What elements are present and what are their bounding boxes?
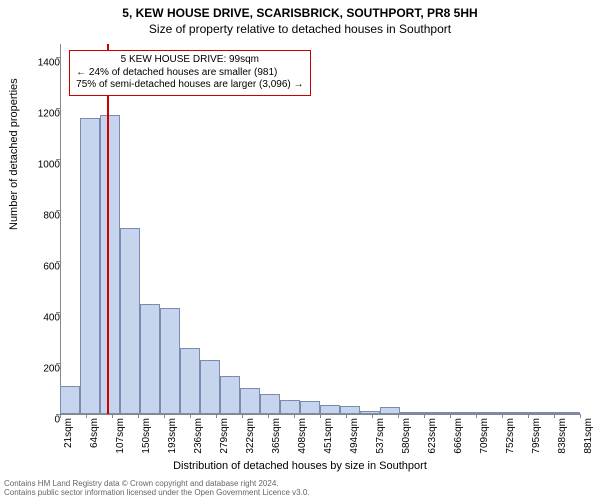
info-line-2: ← 24% of detached houses are smaller (98… bbox=[76, 67, 303, 80]
histogram-bar bbox=[120, 228, 140, 414]
histogram-bar bbox=[100, 115, 120, 414]
histogram-bar bbox=[160, 308, 180, 414]
y-tick-label: 1000 bbox=[24, 159, 60, 170]
y-tick-label: 800 bbox=[24, 210, 60, 221]
histogram-bar bbox=[140, 304, 160, 414]
chart-title-2: Size of property relative to detached ho… bbox=[0, 20, 600, 36]
x-tick-label: 193sqm bbox=[167, 418, 178, 454]
x-tick-label: 537sqm bbox=[375, 418, 386, 454]
x-tick-label: 795sqm bbox=[531, 418, 542, 454]
x-tick-label: 838sqm bbox=[557, 418, 568, 454]
info-box: 5 KEW HOUSE DRIVE: 99sqm ← 24% of detach… bbox=[69, 50, 310, 96]
histogram-bar bbox=[200, 360, 220, 414]
footer-text: Contains HM Land Registry data © Crown c… bbox=[4, 480, 310, 498]
x-tick-label: 236sqm bbox=[193, 418, 204, 454]
x-tick-label: 107sqm bbox=[115, 418, 126, 454]
chart-title-1: 5, KEW HOUSE DRIVE, SCARISBRICK, SOUTHPO… bbox=[0, 0, 600, 20]
histogram-bar bbox=[60, 386, 80, 414]
histogram-bar bbox=[320, 405, 340, 414]
y-tick-label: 200 bbox=[24, 363, 60, 374]
x-tick-label: 752sqm bbox=[505, 418, 516, 454]
x-tick-label: 580sqm bbox=[401, 418, 412, 454]
x-tick-label: 150sqm bbox=[141, 418, 152, 454]
x-tick-label: 709sqm bbox=[479, 418, 490, 454]
y-tick-label: 600 bbox=[24, 261, 60, 272]
x-tick-label: 623sqm bbox=[427, 418, 438, 454]
chart-plot-area: 5 KEW HOUSE DRIVE: 99sqm ← 24% of detach… bbox=[60, 44, 580, 414]
y-tick-label: 1400 bbox=[24, 57, 60, 68]
x-tick-label: 365sqm bbox=[271, 418, 282, 454]
y-axis-label: Number of detached properties bbox=[8, 78, 20, 230]
x-tick-label: 494sqm bbox=[349, 418, 360, 454]
x-tick-label: 408sqm bbox=[297, 418, 308, 454]
info-line-1: 5 KEW HOUSE DRIVE: 99sqm bbox=[76, 54, 303, 67]
histogram-bar bbox=[300, 401, 320, 414]
x-tick-label: 279sqm bbox=[219, 418, 230, 454]
x-tick-label: 881sqm bbox=[583, 418, 594, 454]
histogram-bar bbox=[220, 376, 240, 414]
x-tick-label: 64sqm bbox=[89, 418, 100, 448]
info-line-3: 75% of semi-detached houses are larger (… bbox=[76, 79, 303, 92]
x-tick-label: 666sqm bbox=[453, 418, 464, 454]
histogram-bar bbox=[80, 118, 100, 414]
histogram-bar bbox=[380, 407, 400, 414]
y-tick-label: 1200 bbox=[24, 108, 60, 119]
x-axis-label: Distribution of detached houses by size … bbox=[0, 460, 600, 472]
x-tick-label: 322sqm bbox=[245, 418, 256, 454]
histogram-bar bbox=[260, 394, 280, 414]
x-tick-label: 451sqm bbox=[323, 418, 334, 454]
histogram-bar bbox=[280, 400, 300, 414]
x-tick-label: 21sqm bbox=[63, 418, 74, 448]
histogram-bar bbox=[340, 406, 360, 414]
y-tick-label: 0 bbox=[24, 415, 60, 426]
histogram-bar bbox=[180, 348, 200, 414]
y-tick-label: 400 bbox=[24, 312, 60, 323]
histogram-bar bbox=[240, 388, 260, 414]
marker-line bbox=[107, 44, 109, 414]
